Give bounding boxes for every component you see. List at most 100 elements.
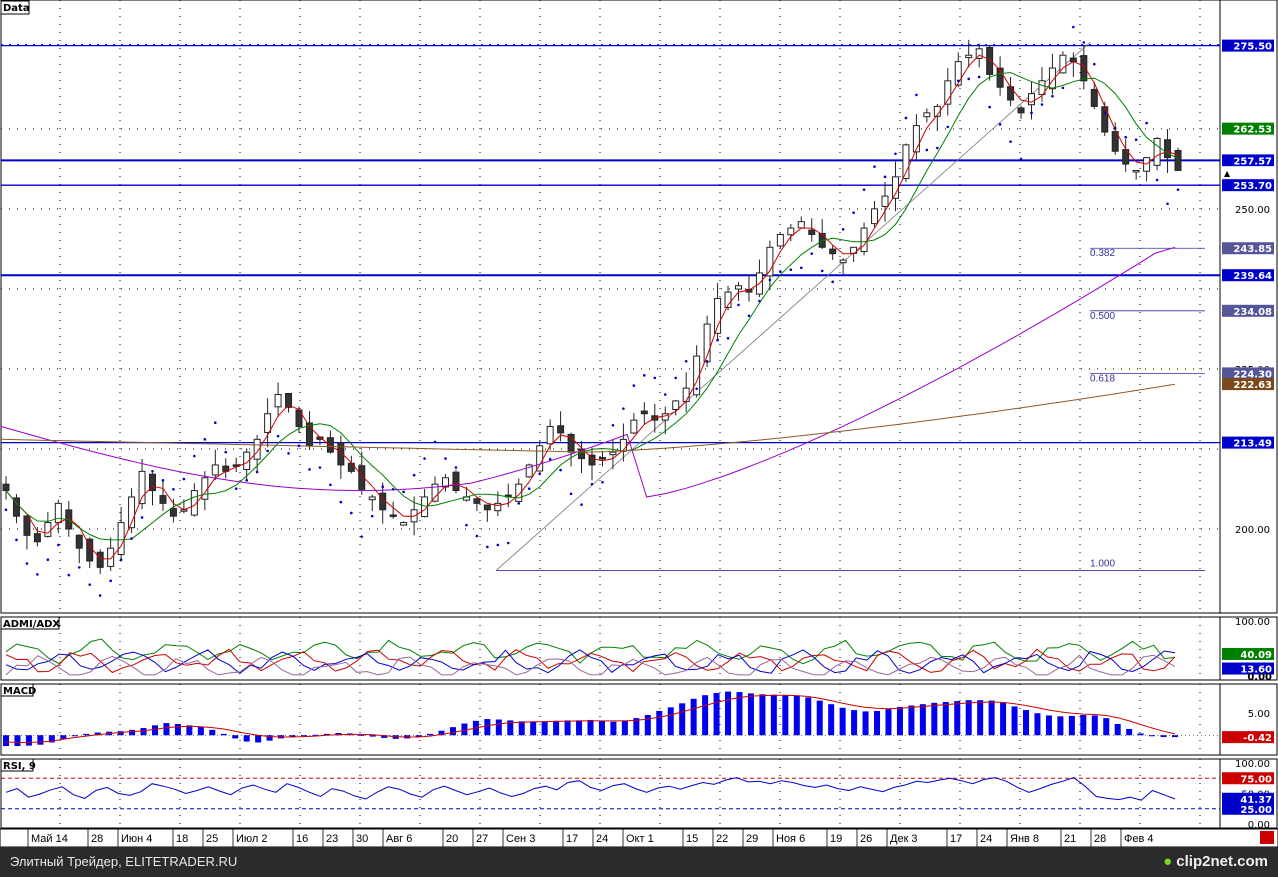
candle-body-97 [1017,107,1025,114]
sar-dot-99 [1040,103,1044,106]
sar-dot-29 [308,468,311,471]
admi-panel-frame [0,616,1221,681]
sar-dot-111 [1166,202,1169,206]
sar-dot-38 [402,490,405,494]
candle-body-27 [285,392,293,408]
sar-dot-69 [726,336,730,340]
sar-dot-77 [810,252,814,255]
sar-dot-60 [632,384,636,387]
price-right-label-5-box [1222,242,1274,255]
macd-bar-102 [1172,735,1178,738]
candle-body-70 [735,285,742,290]
macd-bar-83 [954,701,961,736]
admi-right-label-2: 0.00 [1247,672,1272,683]
candle-body-79 [829,248,837,255]
sar-dot-27 [287,452,290,455]
macd-bar-33 [381,735,388,738]
candle-body-7 [75,534,83,549]
candle-body-73 [766,246,774,277]
sar-dot-54 [569,492,573,496]
rsi-right-label-1-box [1222,792,1274,805]
macd-bar-6 [71,735,78,737]
sar-dot-108 [1134,138,1138,142]
macd-bar-63 [725,691,732,736]
candle-body-90 [944,80,952,105]
macd-bar-46 [530,721,537,736]
macd-bar-76 [874,710,881,736]
price-right-label-2: 257.57 [1233,156,1272,167]
candle-body-35 [368,496,376,501]
candle-body-104 [1090,88,1098,107]
sar-dot-95 [998,123,1002,126]
macd-bar-75 [862,711,869,736]
sar-dot-89 [936,146,939,150]
macd-bar-39 [449,727,456,736]
macd-axis-frame [1219,683,1278,756]
candle-body-4 [44,522,52,537]
sar-dot-96 [1009,140,1012,143]
candle-body-46 [483,504,491,511]
price-right-label-9: 222.63 [1233,380,1272,391]
macd-right-label-0-box [1222,731,1274,744]
x-label-27: 28 [1094,833,1106,845]
macd-bar-27 [312,734,319,736]
sar-dot-48 [506,541,510,545]
sar-dot-13 [140,516,144,519]
macd-bar-101 [1160,735,1167,738]
macd-bar-47 [541,721,548,736]
sar-dot-4 [46,558,50,562]
sar-dot-5 [57,543,60,547]
chart-area: 0.3820.5000.6181.000200.00225.00250.0027… [0,0,1278,847]
macd-bar-99 [1137,733,1144,736]
sar-dot-97 [1019,157,1023,161]
macd-bar-7 [83,733,90,736]
sar-dot-24 [255,470,259,474]
price-right-label-10: 213.49 [1233,439,1272,450]
macd-bar-57 [656,710,663,736]
x-label-18: 29 [746,833,758,845]
sar-dot-23 [245,479,248,482]
candle-body-61 [640,410,648,415]
ma-mid-line [5,72,1179,541]
x-label-10: 20 [446,833,458,845]
rsi-line [5,777,1176,801]
candle-body-12 [128,496,136,529]
macd-bar-3 [37,735,44,745]
x-label-17: 22 [716,833,728,845]
sar-dot-39 [412,473,416,477]
macd-bar-26 [300,735,307,737]
sar-dot-71 [747,314,751,318]
macd-bar-49 [564,720,571,736]
admi-right-label-0-box [1222,647,1274,660]
macd-bar-77 [885,709,892,736]
sar-dot-92 [967,77,971,81]
macd-bar-65 [747,693,754,736]
price-right-label-10-box [1222,436,1274,449]
sar-dot-14 [151,470,154,473]
sar-dot-3 [36,573,39,576]
macd-bar-86 [988,700,995,736]
macd-bar-67 [770,694,777,736]
macd-bar-58 [667,707,674,736]
macd-bar-70 [805,697,812,736]
candle-body-101 [1059,54,1067,74]
price-right-label-7: 234.08 [1233,307,1272,318]
sar-dot-20 [213,421,217,424]
price-right-label-3: 255.73 [1233,168,1272,179]
candle-body-10 [107,547,115,567]
sar-dot-86 [904,116,908,120]
candle-body-64 [672,400,680,410]
macd-bar-55 [633,718,640,736]
macd-bar-8 [94,732,101,736]
candle-body-111 [1164,139,1172,159]
candle-body-53 [557,425,565,434]
sar-dot-16 [172,487,175,491]
candle-body-16 [169,507,177,517]
sar-dot-35 [370,514,374,518]
macd-bar-21 [243,735,250,742]
candle-body-85 [891,176,899,199]
candle-body-32 [337,442,345,466]
macd-bar-15 [174,724,181,736]
x-label-22: Дек 3 [890,833,918,845]
sar-dot-104 [1092,62,1096,66]
